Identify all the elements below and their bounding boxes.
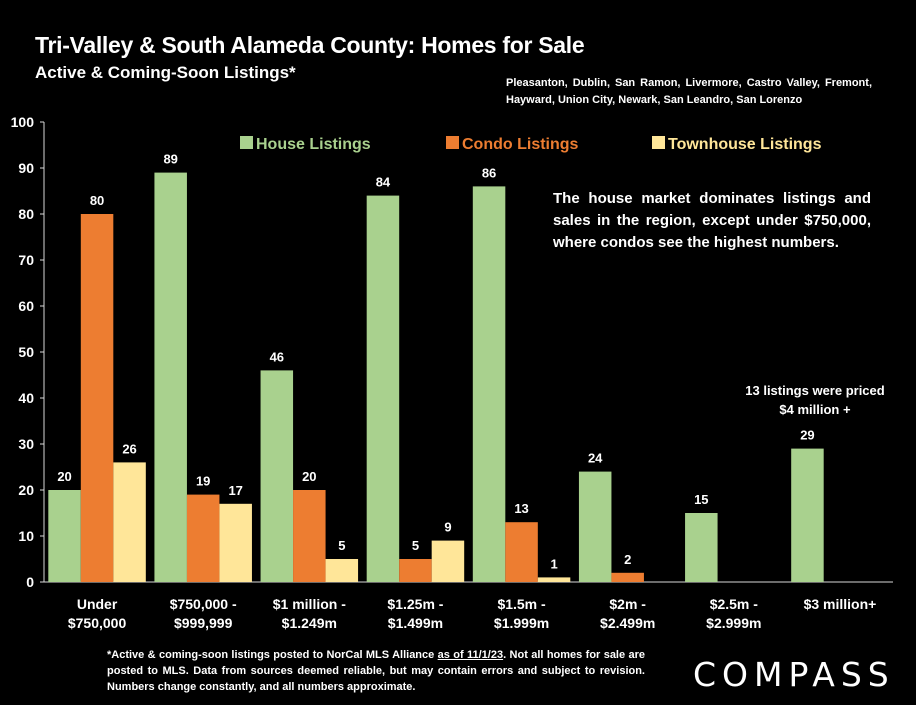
bar-condo-listings: [293, 490, 326, 582]
data-label: 46: [270, 349, 284, 364]
data-label: 80: [90, 193, 104, 208]
bar-condo-listings: [611, 572, 644, 582]
bar-house-listings: [685, 513, 718, 582]
y-tick-label: 20: [18, 482, 34, 498]
x-tick-label: $1.25m -$1.499m: [387, 596, 443, 631]
bar-condo-listings: [505, 522, 538, 582]
chart-title: Tri-Valley & South Alameda County: Homes…: [35, 32, 585, 58]
footnote: *Active & coming-soon listings posted to…: [107, 647, 645, 695]
footnote-date: as of 11/1/23: [437, 649, 504, 661]
y-tick-label: 40: [18, 390, 34, 406]
data-label: 89: [163, 152, 177, 167]
legend-label: Townhouse Listings: [668, 136, 822, 153]
legend-swatch: [652, 136, 665, 149]
data-label: 2: [624, 552, 631, 567]
data-label: 86: [482, 165, 496, 180]
bar-house-listings: [260, 370, 294, 582]
x-tick-label: Under $750,000: [68, 596, 127, 631]
bar-townhouse-listings: [537, 577, 571, 582]
data-label: 19: [196, 474, 210, 489]
data-label: 17: [228, 483, 242, 498]
bar-townhouse-listings: [113, 462, 146, 582]
market-note: The house market dominates listings and …: [553, 190, 871, 251]
footnote-text-before: *Active & coming-soon listings posted to…: [107, 649, 438, 661]
y-tick-label: 0: [26, 574, 34, 590]
x-tick-label: $1 million -$1.249m: [273, 596, 346, 631]
four-million-note: 13 listings were priced $4 million +: [745, 383, 885, 417]
data-label: 9: [444, 520, 451, 535]
legend-swatch: [446, 136, 459, 149]
chart-subtitle: Active & Coming-Soon Listings*: [35, 63, 296, 82]
y-tick-label: 70: [18, 252, 34, 268]
x-tick-label: $750,000 -$999,999: [170, 596, 237, 631]
x-tick-label: $2.5m -$2.999m: [706, 596, 761, 631]
bar-condo-listings: [399, 559, 432, 582]
bar-house-listings: [791, 448, 824, 582]
x-tick-label: $2m -$2.499m: [600, 596, 655, 631]
data-label: 29: [800, 428, 814, 443]
bar-house-listings: [154, 172, 187, 582]
bar-townhouse-listings: [431, 540, 465, 582]
y-tick-label: 60: [18, 298, 34, 314]
data-label: 26: [122, 441, 136, 456]
y-tick-label: 100: [11, 114, 35, 130]
data-label: 24: [588, 451, 603, 466]
y-tick-label: 80: [18, 206, 34, 222]
bar-condo-listings: [186, 494, 220, 582]
y-tick-label: 50: [18, 344, 34, 360]
legend-label: House Listings: [256, 136, 371, 153]
bar-house-listings: [48, 490, 81, 582]
data-label: 5: [412, 538, 419, 553]
data-label: 84: [376, 175, 391, 190]
data-label: 1: [550, 556, 557, 571]
y-tick-label: 10: [18, 528, 34, 544]
y-tick-label: 90: [18, 160, 34, 176]
data-label: 5: [338, 538, 345, 553]
bar-townhouse-listings: [219, 503, 252, 582]
data-label: 13: [514, 501, 528, 516]
y-tick-label: 30: [18, 436, 34, 452]
data-label: 15: [694, 492, 708, 507]
bar-house-listings: [366, 195, 400, 582]
compass-logo: COMPASS: [693, 655, 895, 694]
bar-condo-listings: [80, 214, 114, 582]
footnote-text-after: . Not all homes for sale are posted to M…: [107, 649, 645, 693]
x-tick-label: $1.5m -$1.999m: [494, 596, 549, 631]
data-label: 20: [302, 469, 316, 484]
bar-house-listings: [472, 186, 506, 582]
data-label: 20: [57, 469, 71, 484]
bar-house-listings: [578, 471, 612, 582]
regions-list: Pleasanton, Dublin, San Ramon, Livermore…: [506, 77, 872, 106]
x-tick-label: $3 million+: [804, 596, 877, 612]
bar-townhouse-listings: [325, 559, 359, 582]
legend-label: Condo Listings: [462, 136, 579, 153]
legend-swatch: [240, 136, 253, 149]
